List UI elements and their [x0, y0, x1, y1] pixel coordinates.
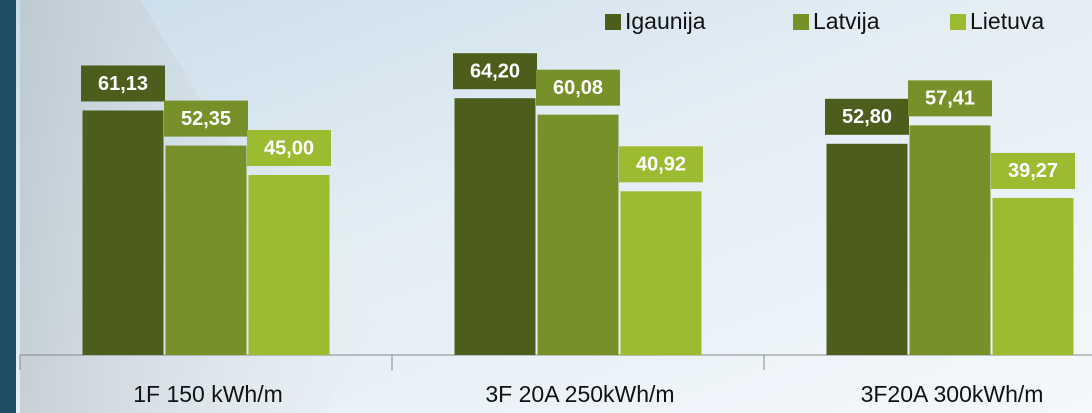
bar	[537, 114, 619, 356]
value-label: 57,41	[925, 88, 975, 110]
x-tick-label: 1F 150 kWh/m	[133, 381, 283, 407]
bar	[165, 145, 247, 355]
legend-label: Lietuva	[970, 8, 1044, 34]
value-label-box	[453, 53, 537, 90]
x-tick-label: 3F20A 300kWh/m	[861, 381, 1044, 407]
value-label: 45,00	[264, 137, 314, 159]
value-label-box	[164, 100, 248, 137]
bar	[454, 98, 536, 355]
value-label-box	[825, 98, 909, 135]
value-label: 61,13	[98, 73, 148, 95]
x-tick-label: 3F 20A 250kWh/m	[485, 381, 674, 407]
value-label: 52,80	[842, 106, 892, 128]
legend-swatch	[950, 14, 966, 30]
value-label: 52,35	[181, 108, 231, 130]
value-label: 64,20	[470, 60, 520, 82]
legend-label: Igaunija	[625, 8, 706, 34]
value-label: 60,08	[553, 77, 603, 99]
value-label-box	[991, 152, 1075, 189]
bar	[909, 125, 991, 355]
bar	[826, 143, 908, 355]
value-label: 40,92	[636, 154, 686, 176]
legend-swatch	[793, 14, 809, 30]
bar	[248, 175, 330, 355]
bar	[82, 110, 164, 355]
value-label-box	[908, 80, 992, 117]
bar	[992, 197, 1074, 355]
legend-swatch	[605, 14, 621, 30]
left-strip	[0, 0, 16, 413]
value-label-box	[619, 146, 703, 183]
value-label: 39,27	[1008, 160, 1058, 182]
value-label-box	[247, 130, 331, 166]
legend-label: Latvija	[813, 8, 880, 34]
value-label-box	[81, 65, 165, 102]
bar	[620, 191, 702, 355]
value-label-box	[536, 69, 620, 106]
